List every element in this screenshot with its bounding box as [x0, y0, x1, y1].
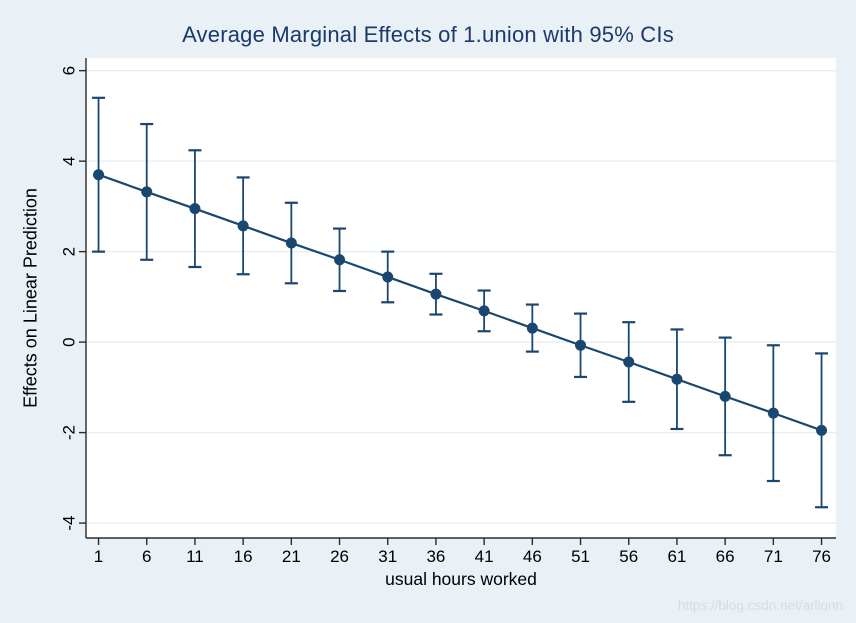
x-tick-label: 26	[330, 547, 349, 566]
x-tick-label: 36	[426, 547, 445, 566]
data-point	[671, 373, 683, 385]
y-tick-label: 2	[59, 247, 78, 256]
x-tick-label: 31	[378, 547, 397, 566]
y-tick-label: 0	[59, 337, 78, 346]
data-point	[237, 220, 249, 232]
data-point	[93, 169, 105, 181]
x-tick-label: 51	[571, 547, 590, 566]
data-point	[623, 356, 635, 368]
x-tick-label: 66	[716, 547, 735, 566]
x-tick-label: 71	[764, 547, 783, 566]
y-tick-label: 6	[59, 66, 78, 75]
y-tick-label: 4	[59, 156, 78, 165]
watermark: https://blog.csdn.net/arlionn	[677, 598, 843, 613]
x-tick-label: 76	[812, 547, 831, 566]
y-tick-label: -2	[59, 425, 78, 440]
x-tick-label: 46	[523, 547, 542, 566]
x-axis-title: usual hours worked	[385, 569, 537, 589]
x-tick-label: 1	[94, 547, 103, 566]
trend-line	[98, 173, 822, 432]
data-point	[526, 322, 538, 334]
data-point	[767, 407, 779, 419]
x-tick-label: 61	[667, 547, 686, 566]
data-point	[478, 305, 490, 317]
x-tick-label: 56	[619, 547, 638, 566]
x-tick-label: 11	[186, 547, 204, 566]
plot-area	[86, 58, 836, 538]
x-tick-label: 21	[282, 547, 301, 566]
x-tick-label: 6	[142, 547, 151, 566]
y-tick-label: -4	[59, 516, 78, 531]
data-point	[719, 390, 731, 402]
data-point	[334, 254, 346, 266]
data-point	[189, 203, 201, 215]
data-point	[575, 339, 587, 351]
data-point	[430, 288, 442, 300]
data-point	[141, 186, 153, 198]
x-tick-label: 41	[475, 547, 494, 566]
chart-title: Average Marginal Effects of 1.union with…	[182, 22, 674, 47]
x-tick-label: 16	[234, 547, 253, 566]
data-point	[816, 424, 828, 436]
data-point	[285, 237, 297, 249]
data-point	[382, 271, 394, 283]
